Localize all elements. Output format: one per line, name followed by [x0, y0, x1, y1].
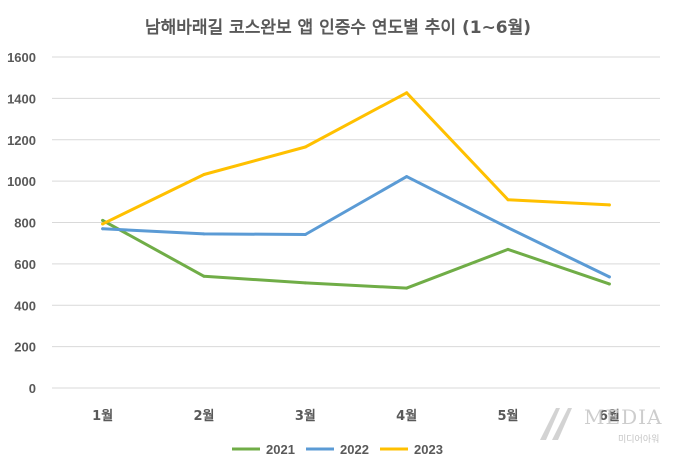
y-tick-label: 1400 [7, 91, 36, 106]
data-point-2023 [607, 203, 611, 207]
legend: 2021 2022 2023 [232, 442, 443, 457]
y-tick-label: 200 [14, 340, 36, 355]
y-tick-label: 1600 [7, 50, 36, 65]
x-tick-label: 6월 [599, 408, 620, 424]
data-point-2021 [202, 274, 206, 278]
series-line-2021 [101, 218, 611, 290]
watermark-logo: MEDIA 미디어아워 [540, 405, 662, 445]
legend-label: 2021 [266, 442, 295, 457]
x-tick-label: 1월 [92, 408, 113, 424]
legend-item-2022: 2022 [306, 442, 369, 457]
series-line-2023 [101, 91, 611, 226]
y-tick-label: 0 [29, 381, 36, 396]
x-axis-ticks: 1월 2월 3월 4월 5월 6월 [92, 408, 620, 424]
data-point-2022 [607, 275, 611, 279]
data-point-2022 [101, 227, 105, 231]
watermark-mark-icon [540, 408, 560, 440]
data-point-2022 [202, 232, 206, 236]
y-axis-ticks: 0 200 400 600 800 1000 1200 1400 1600 [7, 50, 36, 396]
watermark-logo-text: MEDIA [584, 405, 662, 429]
x-tick-label: 5월 [497, 408, 518, 424]
data-point-2023 [303, 145, 307, 149]
data-point-2023 [405, 91, 409, 95]
y-tick-label: 400 [14, 298, 36, 313]
legend-label: 2022 [340, 442, 369, 457]
y-tick-label: 1200 [7, 133, 36, 148]
data-point-2022 [405, 175, 409, 179]
data-point-2022 [506, 226, 510, 230]
watermark-sub-text: 미디어아워 [618, 434, 659, 445]
x-tick-label: 4월 [396, 408, 417, 424]
x-tick-label: 3월 [295, 408, 316, 424]
y-tick-label: 600 [14, 257, 36, 272]
data-point-2021 [506, 247, 510, 251]
data-point-2021 [101, 218, 105, 222]
data-point-2023 [202, 173, 206, 177]
y-tick-label: 800 [14, 216, 36, 231]
legend-item-2023: 2023 [380, 442, 443, 457]
data-point-2021 [303, 281, 307, 285]
gridlines [52, 56, 660, 389]
data-point-2023 [101, 222, 105, 226]
chart-title: 남해바래길 코스완보 앱 인증수 연도별 추이 (1~6월) [145, 17, 531, 38]
data-point-2023 [506, 198, 510, 202]
series-line-2022 [101, 175, 611, 279]
y-tick-label: 1000 [7, 174, 36, 189]
data-point-2021 [607, 282, 611, 286]
data-point-2022 [303, 232, 307, 236]
data-point-2021 [405, 286, 409, 290]
x-tick-label: 2월 [193, 408, 214, 424]
legend-item-2021: 2021 [232, 442, 295, 457]
series-lines [101, 91, 611, 290]
legend-label: 2023 [414, 442, 443, 457]
